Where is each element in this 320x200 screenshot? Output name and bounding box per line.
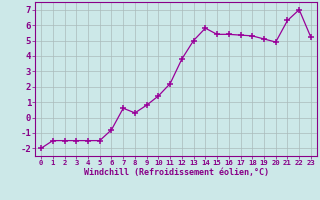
X-axis label: Windchill (Refroidissement éolien,°C): Windchill (Refroidissement éolien,°C)	[84, 168, 268, 177]
